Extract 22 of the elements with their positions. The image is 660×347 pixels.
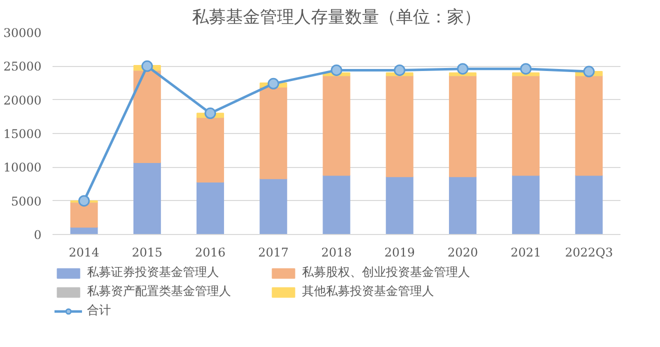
x-tick-label: 2015 bbox=[132, 246, 162, 260]
x-tick-label: 2014 bbox=[68, 246, 100, 260]
y-tick-label: 30000 bbox=[3, 26, 42, 40]
legend-label: 合计 bbox=[87, 302, 112, 319]
x-tick-label: 2018 bbox=[321, 246, 352, 260]
x-tick-label: 2016 bbox=[195, 246, 226, 260]
y-tick-label: 5000 bbox=[10, 194, 42, 208]
legend-label: 私募资产配置类基金管理人 bbox=[87, 283, 232, 300]
x-tick-label: 2021 bbox=[510, 246, 542, 260]
legend-label: 私募证券投资基金管理人 bbox=[87, 264, 220, 281]
x-tick-label: 2019 bbox=[384, 246, 415, 260]
chart-title: 私募基金管理人存量数量（单位：家） bbox=[192, 8, 481, 28]
x-tick-label: 2020 bbox=[447, 246, 478, 260]
legend-label: 私募股权、创业投资基金管理人 bbox=[302, 264, 471, 281]
y-tick-label: 0 bbox=[34, 228, 42, 242]
y-tick-label: 25000 bbox=[3, 60, 42, 74]
y-tick-label: 20000 bbox=[3, 93, 42, 108]
y-tick-label: 10000 bbox=[3, 160, 42, 175]
legend-label: 其他私募投资基金管理人 bbox=[302, 283, 435, 300]
x-tick-label: 2022Q3 bbox=[564, 246, 613, 260]
y-tick-label: 15000 bbox=[3, 127, 42, 141]
x-tick-label: 2017 bbox=[258, 246, 289, 260]
